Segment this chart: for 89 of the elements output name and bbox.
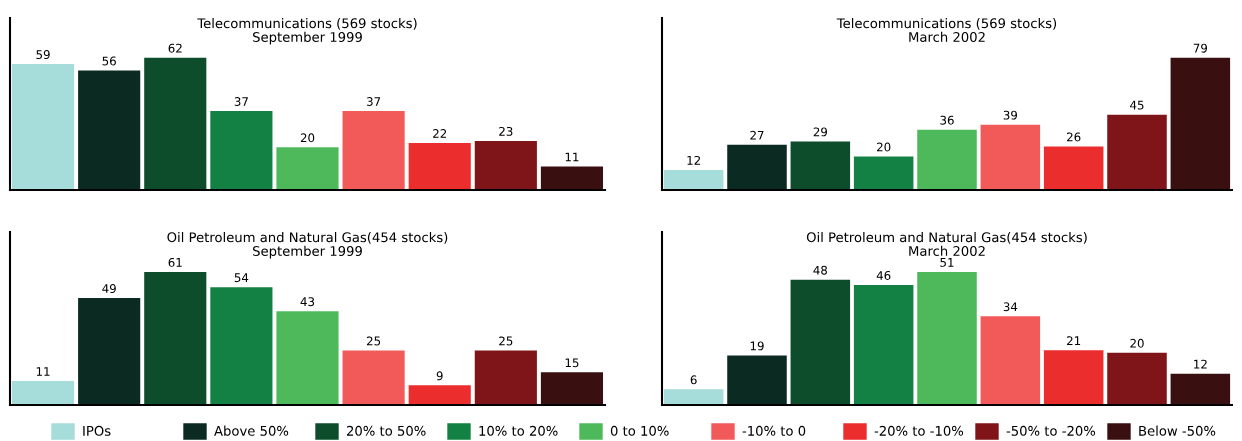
data-label: 59 [36,50,50,60]
bar [276,311,339,405]
data-label: 25 [366,336,381,346]
bar [1170,373,1231,405]
data-label: 25 [499,336,513,346]
bar [853,284,914,405]
bar [917,129,977,190]
data-label: 45 [1130,100,1144,110]
data-label: 20 [300,133,315,143]
bar [474,140,537,190]
data-label: 54 [234,273,249,283]
bar [540,166,604,190]
legend-label: 20% to 50% [346,425,426,436]
chart-title: Telecommunications (569 stocks) [836,18,1057,30]
data-label: 37 [234,97,248,106]
data-label: 11 [36,367,50,376]
bar [980,124,1041,190]
bar [1107,352,1167,405]
legend-label: -50% to -20% [1006,425,1096,436]
data-label: 34 [1003,302,1018,312]
bar [790,279,851,405]
data-label: 20 [1130,338,1144,348]
chart-subtitle: September 1999 [253,31,362,45]
bar [540,372,604,405]
bar [1043,146,1104,190]
data-label: 79 [1193,43,1208,53]
data-label: 20 [877,142,891,152]
chart-subtitle: March 2002 [909,245,985,256]
data-label: 56 [102,56,116,66]
data-label: 29 [813,127,828,137]
bar [1043,350,1104,405]
bar [980,316,1041,405]
legend-label: Below -50% [1139,425,1216,436]
bar [408,143,471,190]
legend-label: 0 to 10% [610,425,669,436]
data-label: 43 [300,297,315,307]
bar [853,156,914,190]
legend-label: 10% to 20% [479,425,558,436]
chart-title: Oil Petroleum and Natural Gas(454 stocks) [806,232,1087,244]
bar [727,144,787,190]
bar [276,147,339,190]
legend-label: -20% to -10% [874,425,964,436]
bar [663,389,724,405]
data-label: 49 [102,284,116,294]
bar [210,287,273,405]
legend-label: IPOs [83,425,111,436]
data-label: 26 [1067,132,1081,142]
bar [78,298,141,405]
data-label: 36 [940,115,954,125]
data-label: 19 [750,341,764,351]
bar [144,271,207,405]
chart-title: Oil Petroleum and Natural Gas(454 stocks) [167,232,448,244]
data-label: 48 [813,265,828,275]
data-label: 21 [1067,336,1081,345]
bar [408,385,471,405]
data-label: 12 [687,155,700,165]
data-label: 11 [565,152,579,162]
bar [342,111,405,190]
data-label: 27 [750,130,764,140]
bar [1170,57,1231,190]
bar [1107,114,1167,190]
bar [790,141,851,190]
bar [78,70,141,190]
bar [11,381,75,405]
data-label: 62 [168,43,182,53]
data-label: 39 [1003,110,1018,120]
bar [342,350,405,405]
data-label: 61 [168,257,182,267]
data-label: 37 [367,97,381,106]
chart-title: Telecommunications (569 stocks) [197,18,417,30]
bar [144,57,207,190]
data-label: 23 [499,126,513,136]
bar [727,355,787,405]
bar [663,169,724,190]
bar [11,64,75,190]
bar [474,350,537,405]
data-label: 22 [433,129,447,138]
data-label: 6 [690,375,697,385]
data-label: 46 [876,270,891,280]
chart-subtitle: March 2002 [909,31,985,42]
legend-label: -10% to 0 [742,425,806,436]
chart-subtitle: September 1999 [253,245,362,259]
data-label: 15 [565,358,579,368]
data-label: 51 [940,258,954,267]
legend-label: Above 50% [214,425,289,436]
data-label: 9 [436,371,443,381]
bar [210,111,273,190]
data-label: 12 [1194,359,1207,369]
bar [917,271,977,405]
